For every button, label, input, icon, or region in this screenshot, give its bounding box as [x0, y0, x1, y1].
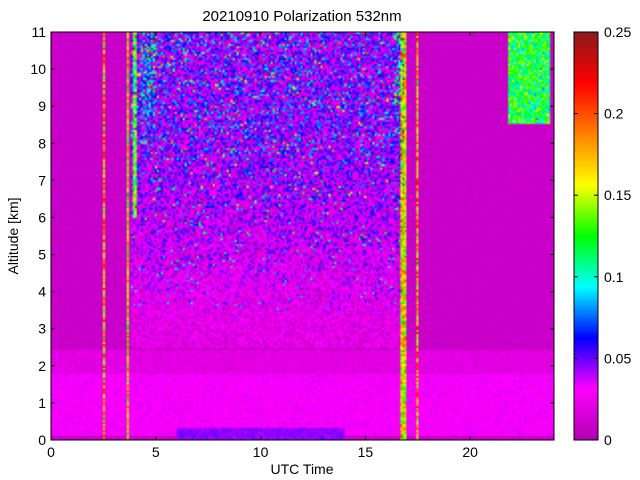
- x-tick-label: 20: [462, 444, 478, 460]
- y-tick-label: 8: [38, 135, 46, 151]
- y-tick-label: 5: [38, 247, 46, 263]
- colorbar-tick-label: 0.2: [604, 106, 624, 122]
- y-tick-label: 11: [31, 24, 46, 40]
- y-tick-label: 2: [38, 358, 46, 374]
- y-tick-label: 0: [38, 432, 46, 448]
- y-tick-label: 7: [38, 172, 46, 188]
- colorbar-gradient: [573, 31, 599, 441]
- plot-area: [50, 31, 555, 441]
- x-axis-label: UTC Time: [271, 461, 334, 477]
- y-tick-label: 1: [38, 395, 46, 411]
- x-tick-label: 15: [358, 444, 374, 460]
- y-tick-label: 9: [38, 98, 46, 114]
- x-tick-label: 10: [253, 444, 269, 460]
- colorbar-tick-label: 0.25: [604, 24, 631, 40]
- x-tick-label: 0: [47, 444, 55, 460]
- y-axis: 0 1 2 3 4 5 6 7 8 9 10 11: [30, 24, 554, 448]
- x-tick-label: 5: [152, 444, 160, 460]
- colorbar-tick-label: 0: [604, 432, 612, 448]
- y-tick-label: 10: [30, 61, 46, 77]
- colorbar: 0 0.05 0.1 0.15 0.2 0.25: [573, 24, 631, 448]
- y-axis-label: Altitude [km]: [5, 197, 21, 274]
- plot-frame: [50, 31, 555, 441]
- colorbar-tick-label: 0.15: [604, 187, 631, 203]
- y-tick-label: 4: [38, 284, 46, 300]
- colorbar-tick-label: 0.1: [604, 269, 624, 285]
- y-tick-label: 3: [38, 321, 46, 337]
- colorbar-tick-label: 0.05: [604, 350, 631, 366]
- chart-title: 20210910 Polarization 532nm: [202, 8, 401, 25]
- heatmap-image: [51, 32, 554, 440]
- x-axis: 0 5 10 15 20: [47, 32, 478, 460]
- y-tick-label: 6: [38, 209, 46, 225]
